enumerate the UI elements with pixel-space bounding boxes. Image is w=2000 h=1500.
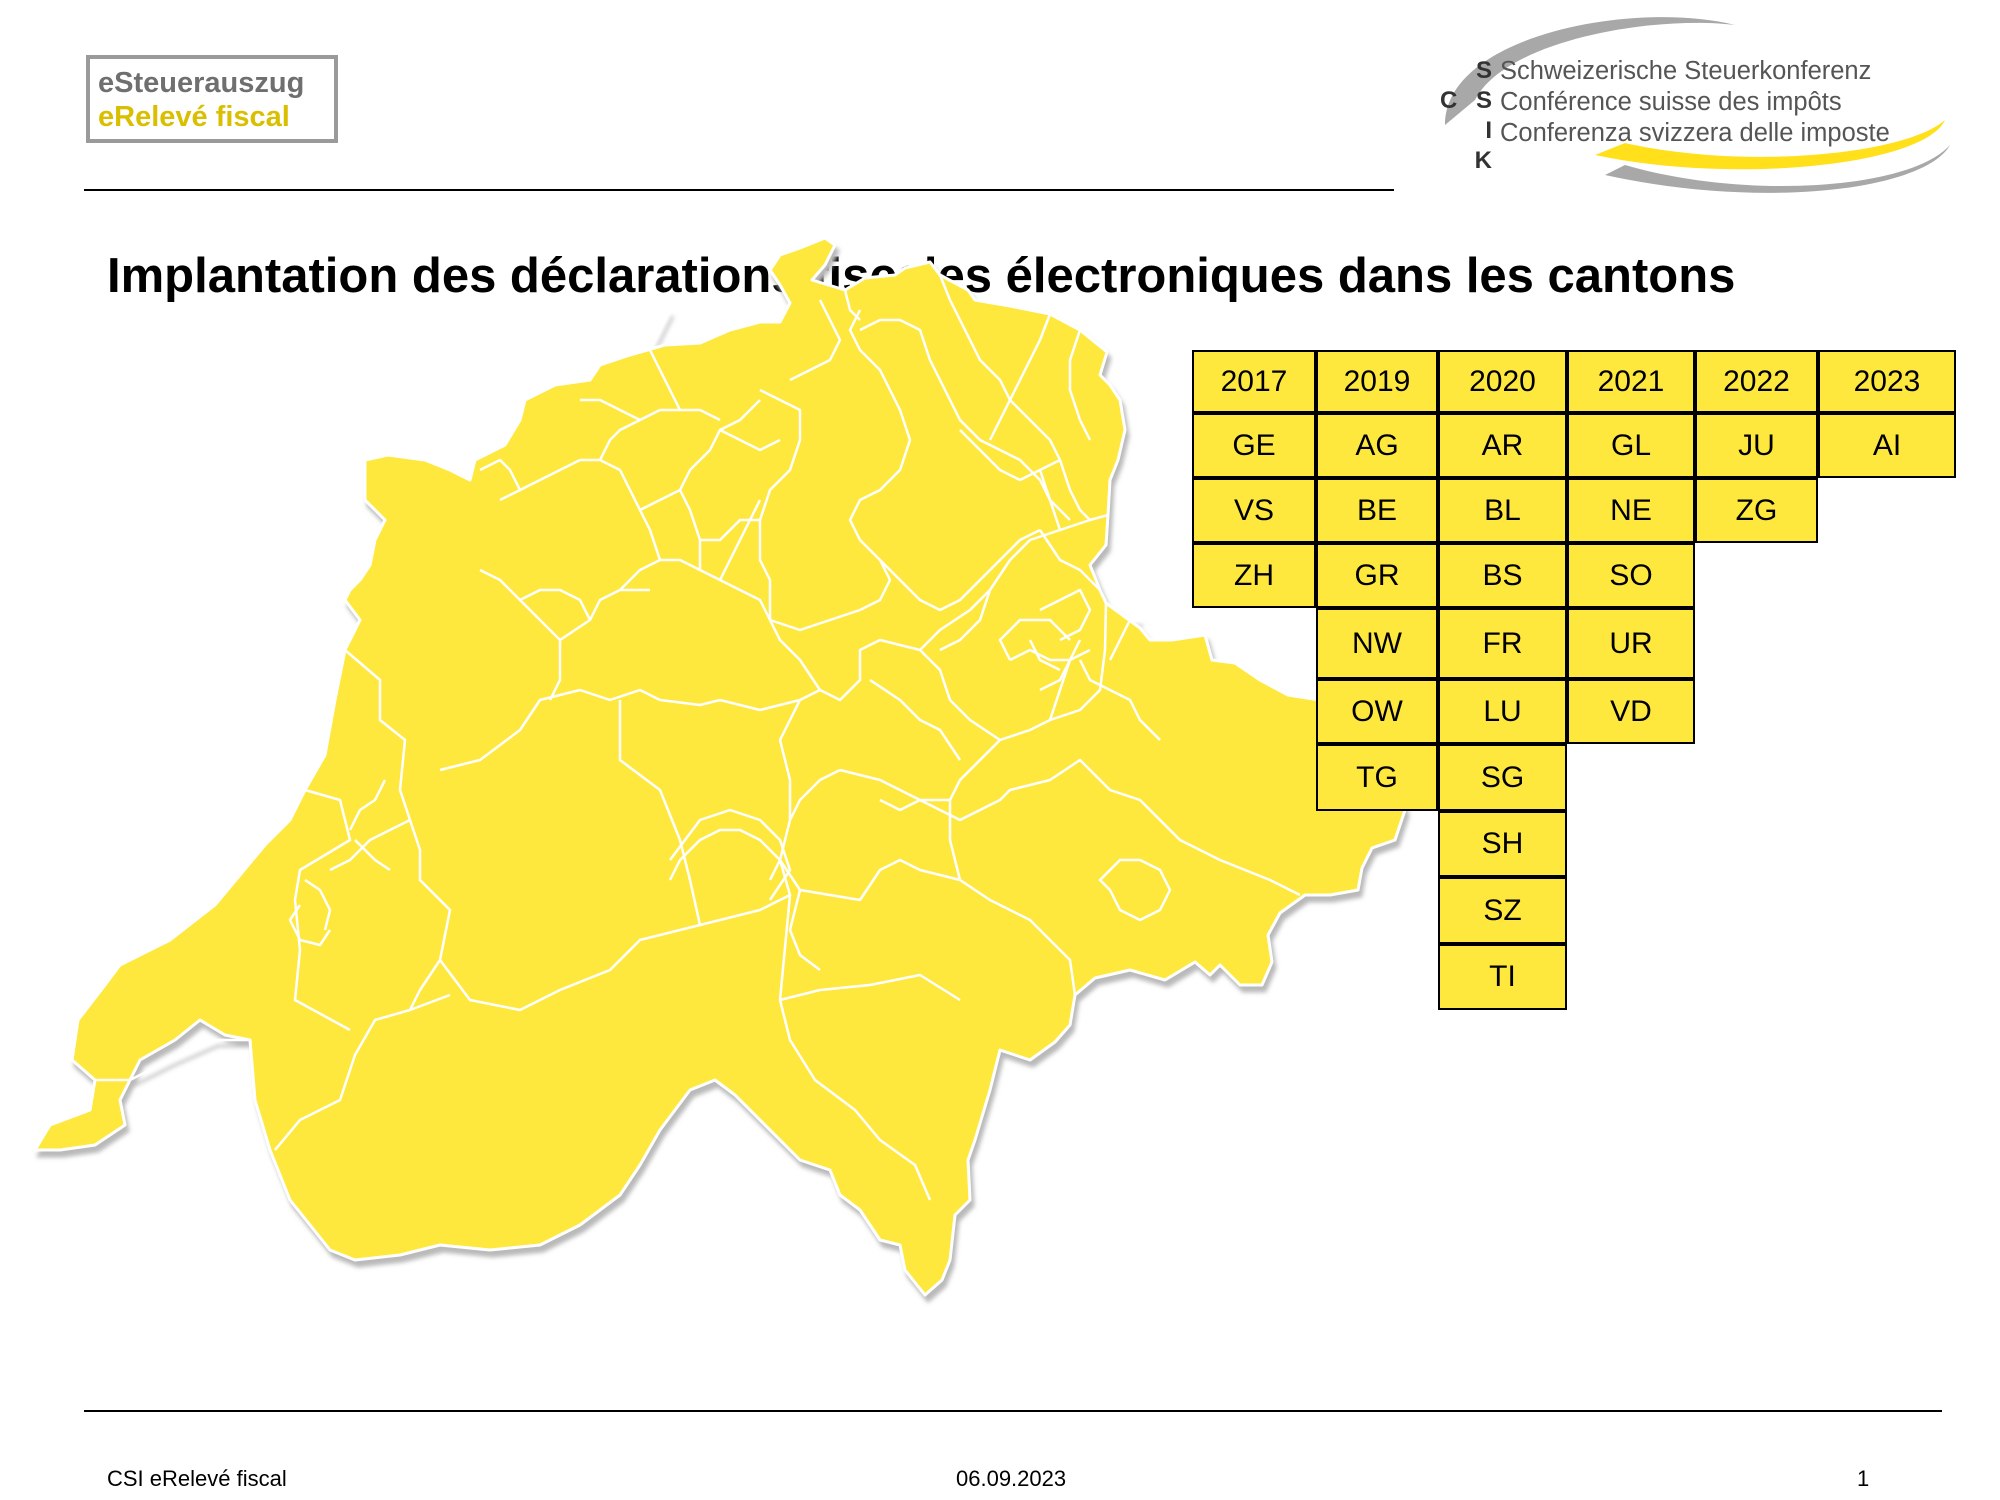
canton-cell-zg: ZG	[1695, 478, 1818, 543]
year-header-2021: 2021	[1567, 350, 1695, 413]
canton-cell-fr: FR	[1438, 608, 1567, 679]
ssk-letter-k: K	[1474, 147, 1498, 174]
canton-cell-bl: BL	[1438, 478, 1567, 543]
footer-left: CSI eRelevé fiscal	[107, 1466, 287, 1491]
ssk-name-it: Conferenza svizzera delle imposte	[1500, 119, 1890, 147]
canton-cell-sz: SZ	[1438, 877, 1567, 944]
canton-cell-ow: OW	[1316, 679, 1438, 744]
canton-cell-so: SO	[1567, 543, 1695, 608]
ssk-letters: S C S I K	[1438, 56, 1498, 176]
ssk-organization-names: Schweizerische Steuerkonferenz Conférenc…	[1500, 56, 1890, 149]
canton-cell-lu: LU	[1438, 679, 1567, 744]
header-rule	[84, 189, 1394, 191]
footer-page-number: 1	[1857, 1466, 1870, 1491]
canton-cell-bs: BS	[1438, 543, 1567, 608]
ssk-letter-csi: C S I	[1439, 87, 1498, 144]
canton-cell-nw: NW	[1316, 608, 1438, 679]
logo-line-2: eRelevé fiscal	[98, 101, 290, 133]
canton-cell-ai: AI	[1818, 413, 1956, 478]
ssk-letter-s: S	[1475, 57, 1498, 84]
year-header-2023: 2023	[1818, 350, 1956, 413]
ssk-logo-swoosh	[1445, 17, 1950, 193]
canton-cell-sg: SG	[1438, 744, 1567, 811]
year-header-2022: 2022	[1695, 350, 1818, 413]
canton-cell-gl: GL	[1567, 413, 1695, 478]
canton-cell-gr: GR	[1316, 543, 1438, 608]
logo-line-1: eSteuerauszug	[98, 67, 305, 99]
canton-cell-tg: TG	[1316, 744, 1438, 811]
footer-rule	[84, 1410, 1942, 1412]
year-header-2020: 2020	[1438, 350, 1567, 413]
canton-cell-ju: JU	[1695, 413, 1818, 478]
canton-cell-be: BE	[1316, 478, 1438, 543]
esteuerauszug-logo: eSteuerauszug eRelevé fiscal	[86, 55, 338, 143]
canton-cell-ag: AG	[1316, 413, 1438, 478]
canton-borders	[95, 274, 1301, 1201]
canton-cell-ar: AR	[1438, 413, 1567, 478]
canton-cell-vd: VD	[1567, 679, 1695, 744]
year-header-2019: 2019	[1316, 350, 1438, 413]
year-header-2017: 2017	[1192, 350, 1316, 413]
canton-cell-ur: UR	[1567, 608, 1695, 679]
ssk-name-de: Schweizerische Steuerkonferenz	[1500, 57, 1872, 85]
canton-cell-ne: NE	[1567, 478, 1695, 543]
canton-cell-zh: ZH	[1192, 543, 1316, 608]
map-outline	[33, 236, 1407, 1297]
canton-cell-ti: TI	[1438, 944, 1567, 1010]
ssk-name-fr: Conférence suisse des impôts	[1500, 88, 1842, 116]
footer-date: 06.09.2023	[956, 1466, 1067, 1491]
canton-cell-sh: SH	[1438, 811, 1567, 877]
canton-cell-vs: VS	[1192, 478, 1316, 543]
canton-cell-ge: GE	[1192, 413, 1316, 478]
